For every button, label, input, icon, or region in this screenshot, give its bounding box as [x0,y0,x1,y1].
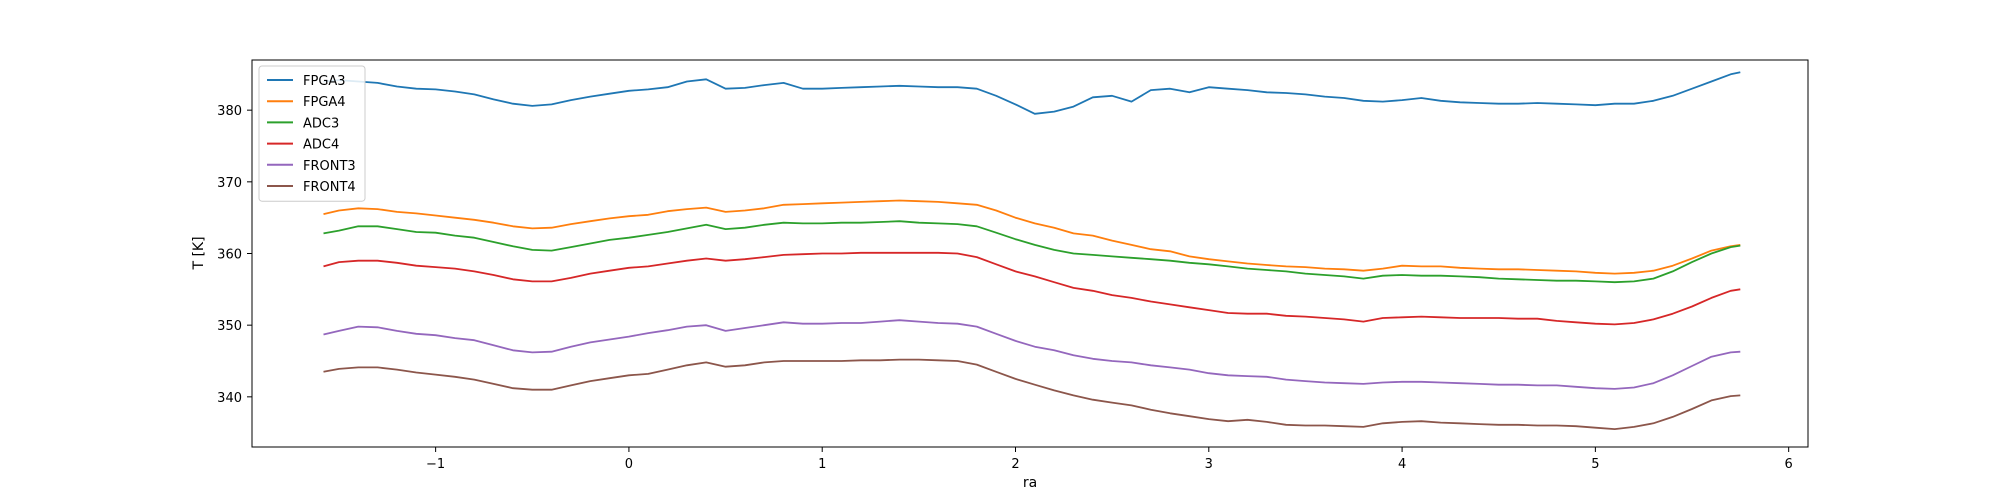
legend-label-fpga4: FPGA4 [303,95,346,110]
legend-label-fpga3: FPGA3 [303,74,346,89]
legend-label-adc3: ADC3 [303,116,339,131]
x-tick-label: 2 [1011,457,1019,472]
series-line-adc4 [323,251,1741,326]
series-line-adc3 [323,220,1741,284]
x-axis: −1 0 1 2 3 4 5 6 [426,447,1793,472]
y-axis-label: T [K] [191,236,207,270]
x-tick-label: 4 [1398,457,1406,472]
x-tick-label: −1 [426,457,445,472]
x-tick-label: 3 [1205,457,1213,472]
y-tick-label: 340 [217,391,242,406]
series-line-fpga4 [323,199,1741,275]
series-line-front4 [323,358,1741,431]
y-axis: 340 350 360 370 380 [217,104,252,406]
y-tick-label: 380 [217,104,242,119]
x-axis-label: ra [1023,475,1037,491]
series-layer [323,71,1741,431]
x-tick-label: 1 [818,457,826,472]
legend-box [258,65,366,202]
x-tick-label: 6 [1785,457,1793,472]
x-tick-label: 5 [1591,457,1599,472]
legend-label-front4: FRONT4 [303,180,356,195]
legend-label-adc4: ADC4 [303,138,339,153]
series-line-fpga3 [323,71,1741,115]
plot-background [252,60,1808,447]
y-tick-label: 370 [217,176,242,191]
legend-label-front3: FRONT3 [303,159,356,174]
y-tick-label: 350 [217,319,242,334]
x-tick-label: 0 [625,457,633,472]
legend: FPGA3 FPGA4 ADC3 ADC4 FRONT3 FRONT4 [258,65,366,202]
y-tick-label: 360 [217,248,242,263]
series-line-front3 [323,319,1741,390]
